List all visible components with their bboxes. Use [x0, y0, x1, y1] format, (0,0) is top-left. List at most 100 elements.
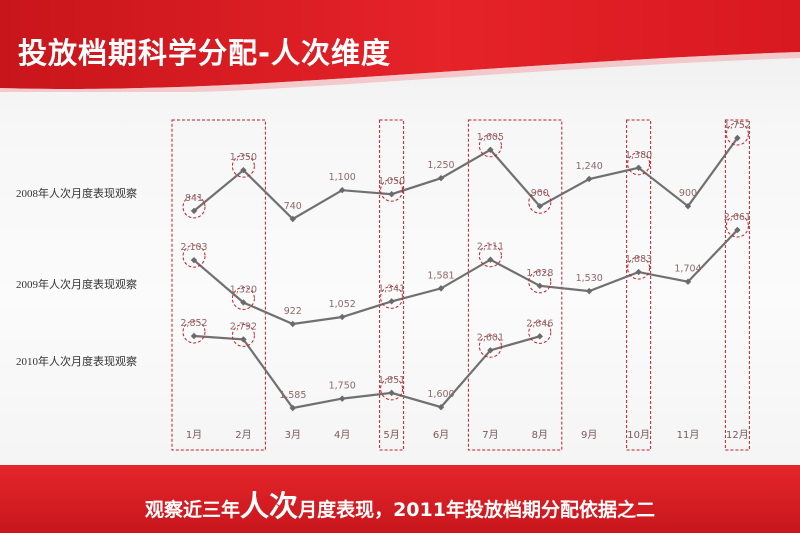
- highlight-box-12月: [724, 119, 750, 451]
- x-tick-8月: 8月: [532, 429, 548, 441]
- highlight-circle-s1-12月: [725, 122, 749, 146]
- data-label-s3-1月: 2,852: [180, 318, 207, 329]
- data-label-s2-5月: 1,341: [378, 283, 405, 294]
- data-label-s1-8月: 900: [531, 188, 549, 199]
- data-point-s1-7月: [487, 146, 494, 153]
- data-point-s2-6月: [437, 285, 445, 292]
- x-tick-4月: 4月: [334, 429, 350, 441]
- data-label-s3-3月: 1,585: [279, 390, 306, 401]
- highlight-circle-s3-2月: [231, 323, 255, 347]
- data-point-s1-12月: [734, 134, 741, 142]
- data-point-s3-3月: [289, 404, 296, 412]
- data-point-s1-11月: [684, 202, 692, 210]
- data-label-s3-4月: 1,750: [329, 381, 356, 392]
- highlight-box-10月: [626, 119, 652, 451]
- data-point-s2-11月: [684, 278, 692, 285]
- header-banner: 投放档期科学分配-人次维度: [0, 0, 800, 92]
- footer-banner: 观察近三年人次月度表现，2011年投放档期分配依据之二: [0, 465, 800, 533]
- data-point-s3-6月: [437, 403, 445, 411]
- data-point-s2-4月: [339, 313, 346, 321]
- footer-text-emphasis: 人次: [240, 489, 299, 523]
- highlight-circle-s1-5月: [380, 178, 404, 202]
- highlight-box-7月-8月: [467, 119, 563, 451]
- highlight-circle-s2-7月: [478, 244, 502, 268]
- data-point-s2-8月: [536, 282, 543, 290]
- data-point-s3-2月: [240, 336, 247, 343]
- data-point-s1-10月: [635, 164, 642, 171]
- data-point-s3-1月: [190, 332, 198, 340]
- x-tick-5月: 5月: [383, 429, 399, 441]
- data-label-s1-3月: 740: [284, 201, 302, 212]
- data-label-s2-9月: 1,530: [576, 273, 603, 284]
- x-tick-6月: 6月: [433, 429, 449, 441]
- data-point-s1-5月: [388, 190, 395, 198]
- data-label-s1-5月: 1,050: [378, 176, 405, 187]
- data-point-s2-2月: [240, 299, 247, 306]
- highlight-circle-s1-8月: [528, 190, 552, 214]
- data-point-s3-5月: [388, 389, 395, 397]
- x-tick-11月: 11月: [677, 429, 700, 441]
- data-label-s2-7月: 2,111: [477, 242, 504, 253]
- data-label-s3-5月: 1,851: [378, 375, 405, 386]
- data-point-s1-6月: [437, 174, 445, 182]
- data-label-s1-1月: 841: [185, 193, 203, 204]
- data-point-s1-3月: [289, 215, 296, 223]
- data-label-s1-9月: 1,240: [576, 161, 603, 172]
- footer-text-before: 观察近三年: [145, 499, 241, 521]
- highlight-box-5月: [379, 119, 405, 451]
- series-label-1: 2008年人次月度表现观察: [16, 186, 137, 200]
- data-label-s2-11月: 1,704: [674, 264, 701, 275]
- highlight-circle-s1-7月: [478, 134, 502, 158]
- data-label-s1-4月: 1,100: [329, 172, 356, 183]
- highlight-circle-s2-12月: [725, 214, 749, 238]
- highlight-box-1月-2月: [171, 119, 266, 451]
- data-point-s3-7月: [487, 347, 494, 354]
- x-tick-10月: 10月: [627, 429, 650, 441]
- data-point-s2-7月: [487, 256, 494, 263]
- series-label-3: 2010年人次月度表现观察: [16, 354, 137, 368]
- highlight-circle-s1-2月: [231, 154, 255, 178]
- footer-text-after: 月度表现，2011年投放档期分配依据之二: [298, 499, 655, 521]
- footer-caption: 观察近三年人次月度表现，2011年投放档期分配依据之二: [0, 483, 800, 525]
- data-label-s2-8月: 1,628: [526, 268, 553, 279]
- data-point-s2-3月: [289, 320, 296, 328]
- highlight-circle-s1-1月: [182, 195, 206, 219]
- data-point-s2-1月: [190, 256, 198, 264]
- data-point-s2-9月: [586, 287, 593, 295]
- highlight-circle-s2-10月: [627, 256, 651, 280]
- data-label-s2-2月: 1,320: [230, 284, 257, 295]
- data-point-s1-4月: [339, 186, 346, 194]
- data-point-s2-5月: [388, 298, 395, 305]
- highlight-circle-s3-1月: [182, 320, 206, 344]
- data-label-s1-12月: 1,752: [724, 120, 751, 131]
- data-label-s2-10月: 1,883: [625, 254, 652, 265]
- x-tick-12月: 12月: [726, 429, 749, 441]
- data-label-s3-2月: 2,792: [230, 321, 257, 332]
- data-point-s1-1月: [190, 207, 198, 215]
- data-label-s1-2月: 1,350: [230, 152, 257, 163]
- data-label-s3-6月: 1,600: [427, 389, 454, 400]
- data-label-s2-6月: 1,581: [427, 270, 454, 281]
- data-point-s2-10月: [635, 268, 642, 276]
- data-point-s3-8月: [536, 333, 543, 340]
- highlight-circle-s3-7月: [478, 334, 502, 358]
- data-point-s1-9月: [586, 175, 593, 183]
- line-chart: 841 1,350 740 1,100 1,050 1,250 1,605 900 1,240 1…: [16, 119, 751, 451]
- data-label-s1-11月: 900: [679, 188, 697, 199]
- highlight-circle-s3-5月: [380, 377, 404, 401]
- x-tick-2月: 2月: [235, 429, 251, 441]
- data-label-s2-12月: 2,661: [724, 212, 751, 223]
- highlight-circle-s2-5月: [380, 285, 404, 309]
- series-line-2: [193, 229, 739, 326]
- series-line-1: [193, 137, 739, 221]
- data-point-s1-2月: [240, 166, 247, 174]
- data-point-s1-8月: [536, 202, 543, 210]
- data-label-s2-3月: 922: [284, 306, 302, 317]
- x-tick-9月: 9月: [581, 429, 597, 441]
- highlight-circle-s3-8月: [528, 320, 552, 344]
- x-tick-1月: 1月: [186, 429, 202, 441]
- x-tick-3月: 3月: [285, 429, 301, 441]
- data-label-s3-7月: 2,601: [477, 332, 504, 343]
- data-label-s3-8月: 2,846: [526, 318, 553, 329]
